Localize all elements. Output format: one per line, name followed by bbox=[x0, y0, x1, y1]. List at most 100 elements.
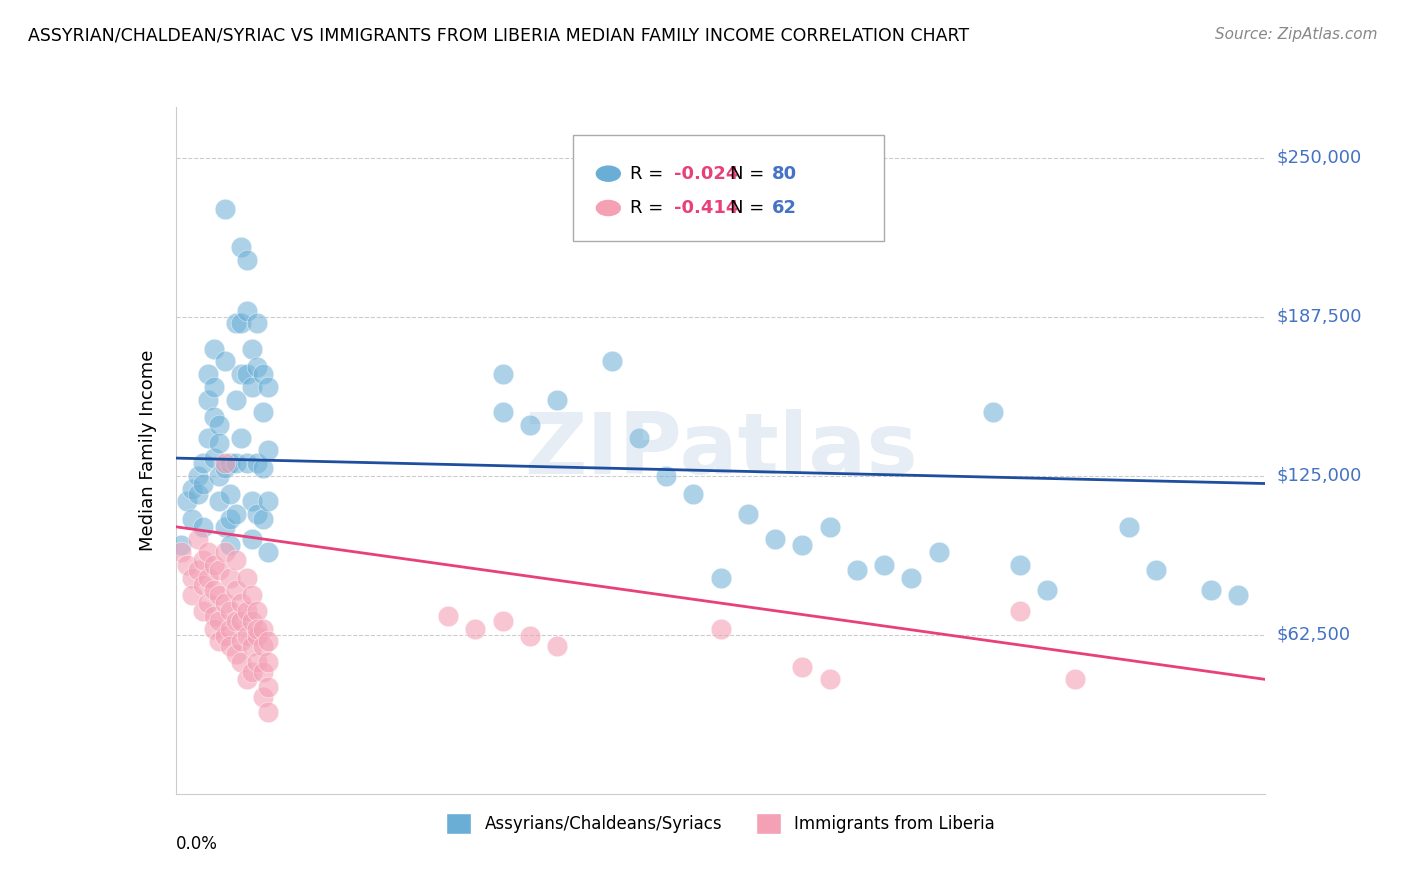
Point bbox=[252, 665, 274, 679]
Point bbox=[219, 512, 242, 526]
Point bbox=[191, 553, 214, 567]
Point bbox=[235, 673, 257, 687]
Point bbox=[252, 690, 274, 705]
Point bbox=[181, 482, 204, 496]
Point bbox=[170, 545, 193, 559]
Text: $125,000: $125,000 bbox=[1277, 467, 1362, 485]
Point bbox=[235, 367, 257, 381]
Point bbox=[208, 589, 231, 603]
Point bbox=[176, 558, 198, 572]
Point bbox=[981, 405, 1004, 419]
Point bbox=[235, 456, 257, 470]
Point bbox=[818, 520, 841, 534]
Point bbox=[246, 507, 269, 521]
Text: $187,500: $187,500 bbox=[1277, 308, 1362, 326]
Point bbox=[231, 614, 253, 628]
Point bbox=[231, 367, 253, 381]
Point bbox=[240, 533, 263, 547]
Text: ASSYRIAN/CHALDEAN/SYRIAC VS IMMIGRANTS FROM LIBERIA MEDIAN FAMILY INCOME CORRELA: ASSYRIAN/CHALDEAN/SYRIAC VS IMMIGRANTS F… bbox=[28, 27, 969, 45]
Point bbox=[186, 563, 209, 577]
Point bbox=[1036, 583, 1059, 598]
Point bbox=[792, 659, 814, 673]
Point bbox=[219, 571, 242, 585]
Point bbox=[737, 507, 759, 521]
Point bbox=[240, 614, 263, 628]
Point bbox=[257, 634, 280, 648]
Text: 62: 62 bbox=[772, 199, 797, 217]
Point bbox=[208, 563, 231, 577]
Point bbox=[197, 571, 219, 585]
Point bbox=[655, 469, 678, 483]
Point bbox=[682, 486, 704, 500]
Point bbox=[246, 622, 269, 636]
Point bbox=[225, 456, 247, 470]
Point bbox=[492, 405, 515, 419]
Point bbox=[873, 558, 896, 572]
Point bbox=[246, 629, 269, 643]
Point bbox=[257, 655, 280, 669]
Point bbox=[191, 476, 214, 491]
Circle shape bbox=[596, 201, 620, 216]
Point bbox=[197, 392, 219, 407]
Point bbox=[240, 589, 263, 603]
Point bbox=[240, 665, 263, 679]
Point bbox=[252, 512, 274, 526]
Point bbox=[191, 604, 214, 618]
Point bbox=[219, 486, 242, 500]
Point bbox=[257, 443, 280, 458]
Point bbox=[225, 507, 247, 521]
Point bbox=[181, 512, 204, 526]
Point bbox=[235, 629, 257, 643]
Point bbox=[208, 634, 231, 648]
Point bbox=[257, 380, 280, 394]
Point bbox=[235, 571, 257, 585]
Point bbox=[191, 456, 214, 470]
Point bbox=[214, 596, 236, 610]
Point bbox=[845, 563, 868, 577]
Point bbox=[225, 553, 247, 567]
Point bbox=[519, 417, 541, 432]
Point bbox=[202, 342, 225, 356]
Point bbox=[214, 354, 236, 368]
Point bbox=[1010, 558, 1032, 572]
Text: $62,500: $62,500 bbox=[1277, 626, 1351, 644]
Text: -0.024: -0.024 bbox=[673, 165, 738, 183]
Point bbox=[214, 461, 236, 475]
Point bbox=[219, 622, 242, 636]
Point bbox=[202, 583, 225, 598]
Point bbox=[600, 354, 623, 368]
Point bbox=[252, 367, 274, 381]
Point bbox=[246, 604, 269, 618]
FancyBboxPatch shape bbox=[574, 135, 884, 241]
Point bbox=[492, 614, 515, 628]
Point bbox=[202, 380, 225, 394]
Point bbox=[231, 596, 253, 610]
Point bbox=[928, 545, 950, 559]
Point bbox=[710, 622, 733, 636]
Point bbox=[1227, 589, 1250, 603]
Point bbox=[208, 494, 231, 508]
Point bbox=[225, 647, 247, 661]
Point bbox=[197, 431, 219, 445]
Point bbox=[464, 622, 486, 636]
Point bbox=[202, 622, 225, 636]
Point bbox=[257, 680, 280, 694]
Point bbox=[231, 316, 253, 330]
Text: 0.0%: 0.0% bbox=[176, 835, 218, 853]
Point bbox=[219, 604, 242, 618]
Point bbox=[1199, 583, 1222, 598]
Point bbox=[208, 435, 231, 450]
Point bbox=[219, 538, 242, 552]
Point bbox=[235, 252, 257, 267]
Point bbox=[170, 538, 193, 552]
Point bbox=[1010, 604, 1032, 618]
Point bbox=[900, 571, 922, 585]
Point bbox=[231, 655, 253, 669]
Point bbox=[208, 417, 231, 432]
Text: ZIPatlas: ZIPatlas bbox=[523, 409, 918, 492]
Point bbox=[546, 392, 568, 407]
Point bbox=[235, 303, 257, 318]
Point bbox=[225, 316, 247, 330]
Point bbox=[240, 380, 263, 394]
Point bbox=[214, 202, 236, 216]
